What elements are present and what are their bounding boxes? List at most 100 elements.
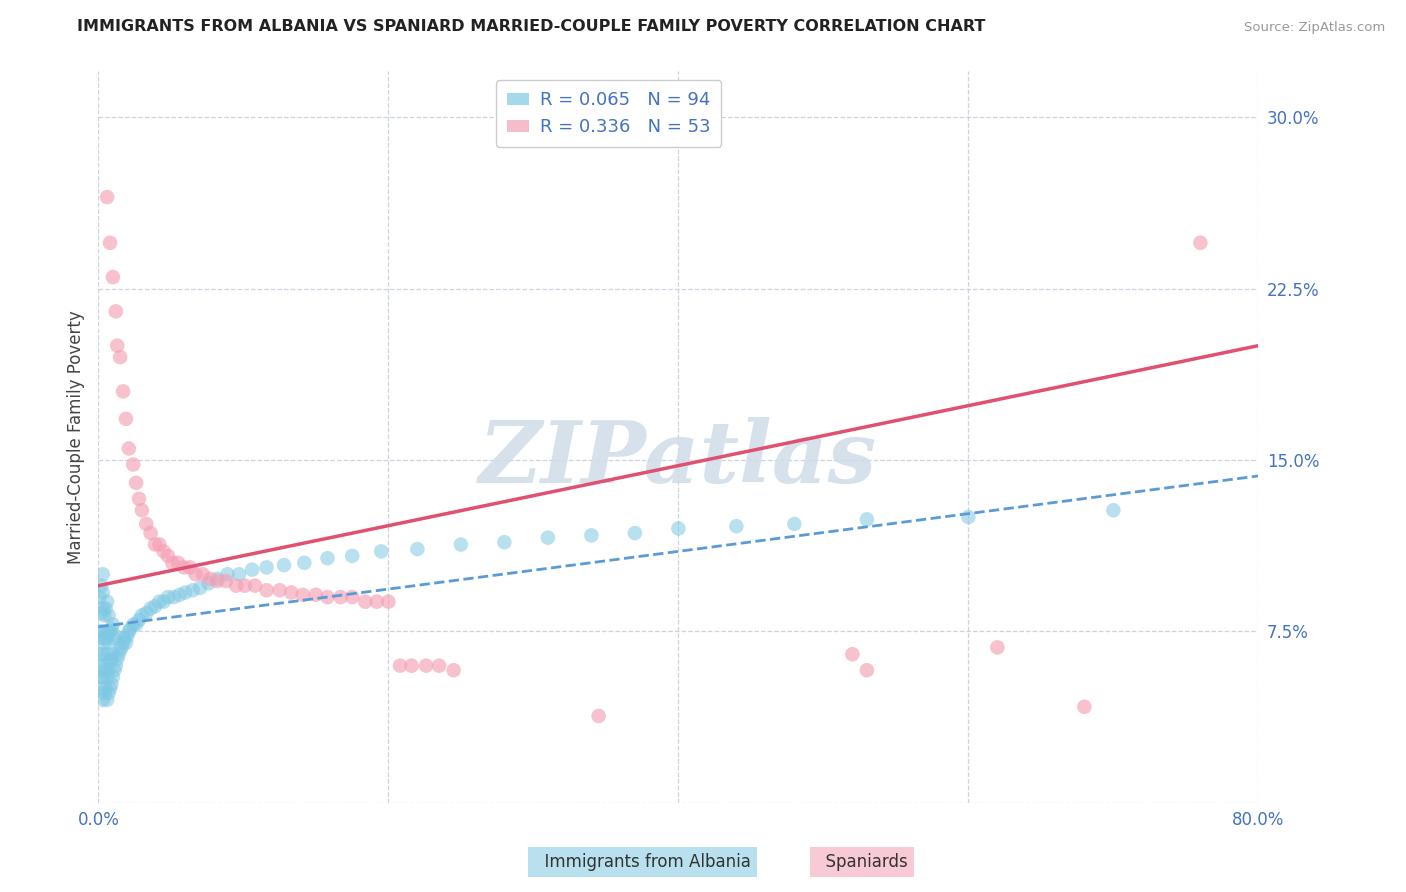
- Point: [91, 693, 114, 707]
- Point: [415, 658, 437, 673]
- Point: [207, 572, 229, 586]
- Point: [91, 624, 114, 639]
- Point: [406, 542, 429, 557]
- Point: [316, 551, 339, 566]
- Point: [122, 617, 145, 632]
- Point: [125, 475, 148, 490]
- Point: [401, 658, 423, 673]
- Point: [240, 563, 263, 577]
- Point: [291, 588, 314, 602]
- Text: Source: ZipAtlas.com: Source: ZipAtlas.com: [1244, 21, 1385, 34]
- Point: [105, 338, 128, 352]
- Point: [103, 632, 125, 646]
- Point: [90, 632, 112, 646]
- Point: [89, 670, 111, 684]
- Point: [118, 624, 141, 639]
- Point: [122, 458, 145, 472]
- Legend: R = 0.065   N = 94, R = 0.336   N = 53: R = 0.065 N = 94, R = 0.336 N = 53: [496, 80, 721, 147]
- Point: [666, 521, 689, 535]
- Point: [94, 658, 117, 673]
- Point: [115, 412, 138, 426]
- Text: Spaniards: Spaniards: [815, 853, 908, 871]
- Point: [443, 663, 465, 677]
- Point: [256, 560, 278, 574]
- Point: [167, 556, 190, 570]
- Point: [340, 590, 363, 604]
- Point: [94, 632, 117, 646]
- Point: [305, 588, 328, 602]
- Point: [101, 270, 124, 285]
- Point: [94, 681, 117, 696]
- Point: [143, 537, 166, 551]
- Point: [427, 658, 450, 673]
- Point: [783, 516, 806, 531]
- Point: [118, 442, 141, 456]
- Point: [125, 617, 148, 632]
- Point: [131, 503, 153, 517]
- Point: [256, 583, 278, 598]
- Point: [91, 670, 114, 684]
- Point: [98, 654, 121, 668]
- Point: [173, 560, 195, 574]
- Point: [354, 595, 377, 609]
- Point: [217, 567, 239, 582]
- Point: [198, 572, 221, 586]
- Point: [588, 709, 610, 723]
- Point: [957, 510, 980, 524]
- Point: [128, 613, 150, 627]
- Point: [90, 579, 112, 593]
- Point: [148, 537, 170, 551]
- Point: [100, 652, 122, 666]
- Point: [292, 556, 315, 570]
- Point: [101, 670, 124, 684]
- Point: [101, 617, 124, 632]
- Point: [624, 526, 647, 541]
- Point: [98, 681, 121, 696]
- Point: [93, 686, 115, 700]
- Text: Immigrants from Albania: Immigrants from Albania: [534, 853, 751, 871]
- Point: [104, 304, 127, 318]
- Point: [105, 652, 128, 666]
- Point: [114, 632, 136, 646]
- Point: [90, 658, 112, 673]
- Point: [111, 640, 132, 655]
- Point: [104, 658, 127, 673]
- Point: [98, 624, 121, 639]
- Point: [108, 350, 131, 364]
- Point: [191, 567, 214, 582]
- Point: [273, 558, 295, 573]
- Point: [112, 384, 135, 399]
- Point: [366, 595, 388, 609]
- Point: [104, 629, 127, 643]
- Point: [243, 579, 266, 593]
- Point: [581, 528, 603, 542]
- Point: [157, 549, 180, 563]
- Point: [494, 535, 516, 549]
- Point: [329, 590, 352, 604]
- Point: [377, 595, 399, 609]
- Point: [280, 585, 302, 599]
- Point: [340, 549, 363, 563]
- Point: [96, 693, 118, 707]
- Point: [120, 622, 142, 636]
- Point: [107, 647, 129, 661]
- Point: [90, 606, 112, 620]
- Point: [96, 595, 118, 609]
- Point: [228, 567, 250, 582]
- Point: [93, 636, 115, 650]
- Point: [89, 590, 111, 604]
- Point: [97, 636, 120, 650]
- Point: [96, 624, 118, 639]
- Point: [115, 636, 138, 650]
- Point: [269, 583, 291, 598]
- Point: [856, 663, 879, 677]
- Point: [94, 601, 117, 615]
- Point: [103, 663, 125, 677]
- Point: [101, 647, 124, 661]
- Point: [1102, 503, 1125, 517]
- Point: [841, 647, 863, 661]
- Point: [162, 556, 184, 570]
- Point: [856, 512, 879, 526]
- Point: [135, 606, 157, 620]
- Point: [117, 629, 139, 643]
